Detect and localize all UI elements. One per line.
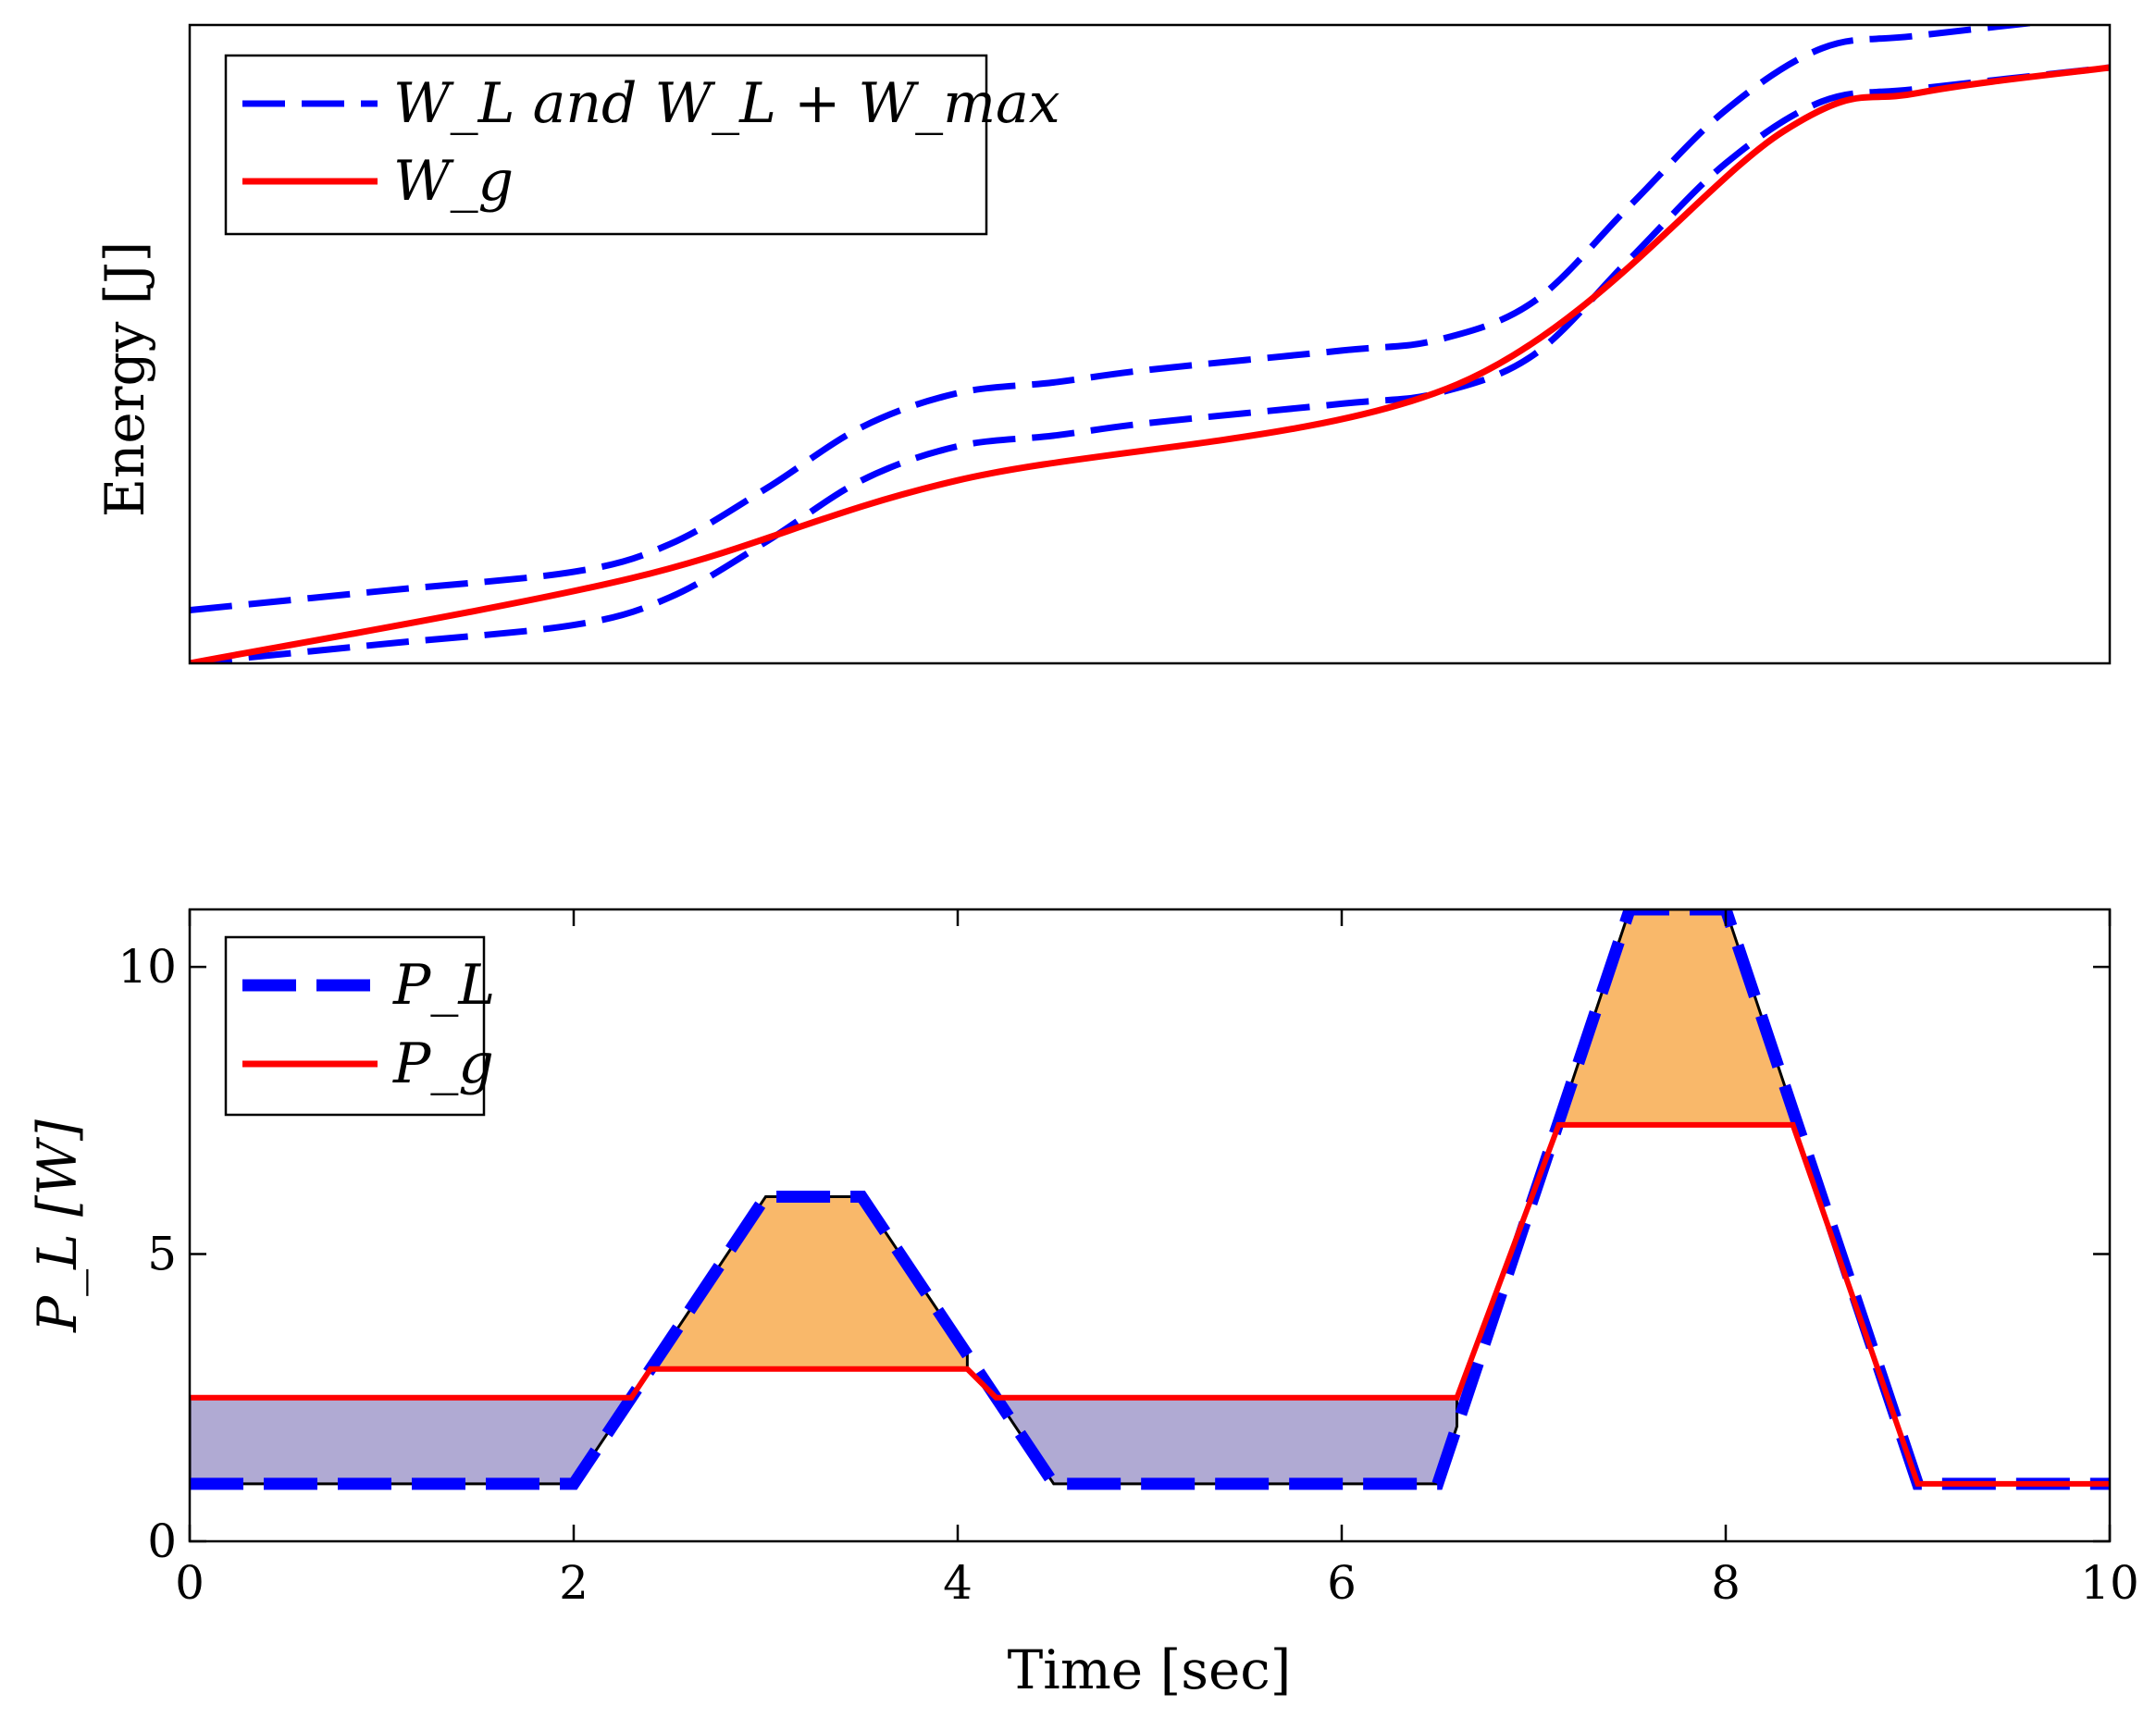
series-line-w-l-plus-w-max [190,25,2043,613]
legend-label-w-g: W_g [393,149,514,214]
legend-label-w-l: W_L and W_L + W_max [393,71,1060,136]
x-tick-label: 4 [943,1556,973,1610]
x-tick-label: 6 [1327,1556,1357,1610]
charge-region-2 [993,1396,1458,1486]
power-chart: 0 2 4 6 8 10 0 5 10 Time [sec] P_L [W] P_L P_g [26,908,2139,1701]
energy-legend-box [224,54,988,236]
power-legend: P_L P_g [224,935,495,1117]
x-tick-label: 10 [2080,1556,2139,1610]
x-tick-label: 2 [559,1556,589,1610]
y-tick-label: 10 [118,940,177,994]
x-tick-label: 0 [175,1556,204,1610]
energy-chart: Energy [J] W_L and W_L + W_max W_g [93,23,2112,665]
energy-legend: W_L and W_L + W_max W_g [224,54,1060,236]
series-line-w-l [190,64,2110,663]
power-y-axis-label: P_L [W] [26,1119,89,1333]
x-tick-label: 8 [1711,1556,1741,1610]
power-ticks-group: 0 2 4 6 8 10 0 5 10 [118,909,2139,1610]
power-axes-box [188,908,2112,1543]
y-tick-label: 5 [147,1228,177,1281]
series-line-p-g [190,1121,2110,1487]
energy-axes-box [188,23,2112,665]
y-tick-label: 0 [147,1514,177,1568]
power-x-axis-label: Time [sec] [1008,1638,1292,1701]
series-line-p-l [190,909,2110,1490]
energy-series-group [190,25,2110,663]
energy-y-axis-label: Energy [J] [93,241,156,518]
power-series-group [190,909,2110,1490]
legend-label-p-l: P_L [392,953,495,1018]
series-line-w-g [190,64,2110,663]
charge-region-1 [190,1396,635,1486]
legend-label-p-g: P_g [392,1032,494,1096]
power-legend-box [224,935,486,1117]
